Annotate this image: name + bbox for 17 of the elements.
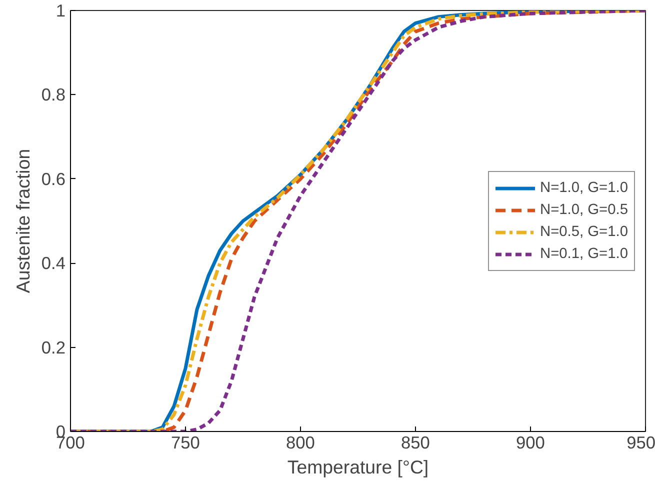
y-axis-title: Austenite fraction xyxy=(12,148,34,294)
y-tick-label: 0.2 xyxy=(41,337,66,358)
y-tick-label: 1 xyxy=(56,0,66,20)
x-axis-title: Temperature [°C] xyxy=(287,456,429,478)
x-tick-label: 900 xyxy=(516,432,545,452)
line-series xyxy=(70,10,646,432)
y-tick-label: 0.4 xyxy=(41,253,66,274)
x-tick-label: 850 xyxy=(401,432,430,452)
y-tick-label: 0.6 xyxy=(41,168,66,189)
legend-label: N=0.1, G=1.0 xyxy=(540,246,628,262)
legend-label: N=1.0, G=0.5 xyxy=(540,202,628,218)
legend-label: N=0.5, G=1.0 xyxy=(540,224,628,240)
legend-label: N=1.0, G=1.0 xyxy=(540,180,628,196)
x-tick-label: 750 xyxy=(171,432,200,452)
x-tick-label: 800 xyxy=(286,432,315,452)
y-tick-label: 0.8 xyxy=(41,84,66,105)
x-tick-label: 950 xyxy=(626,432,655,452)
